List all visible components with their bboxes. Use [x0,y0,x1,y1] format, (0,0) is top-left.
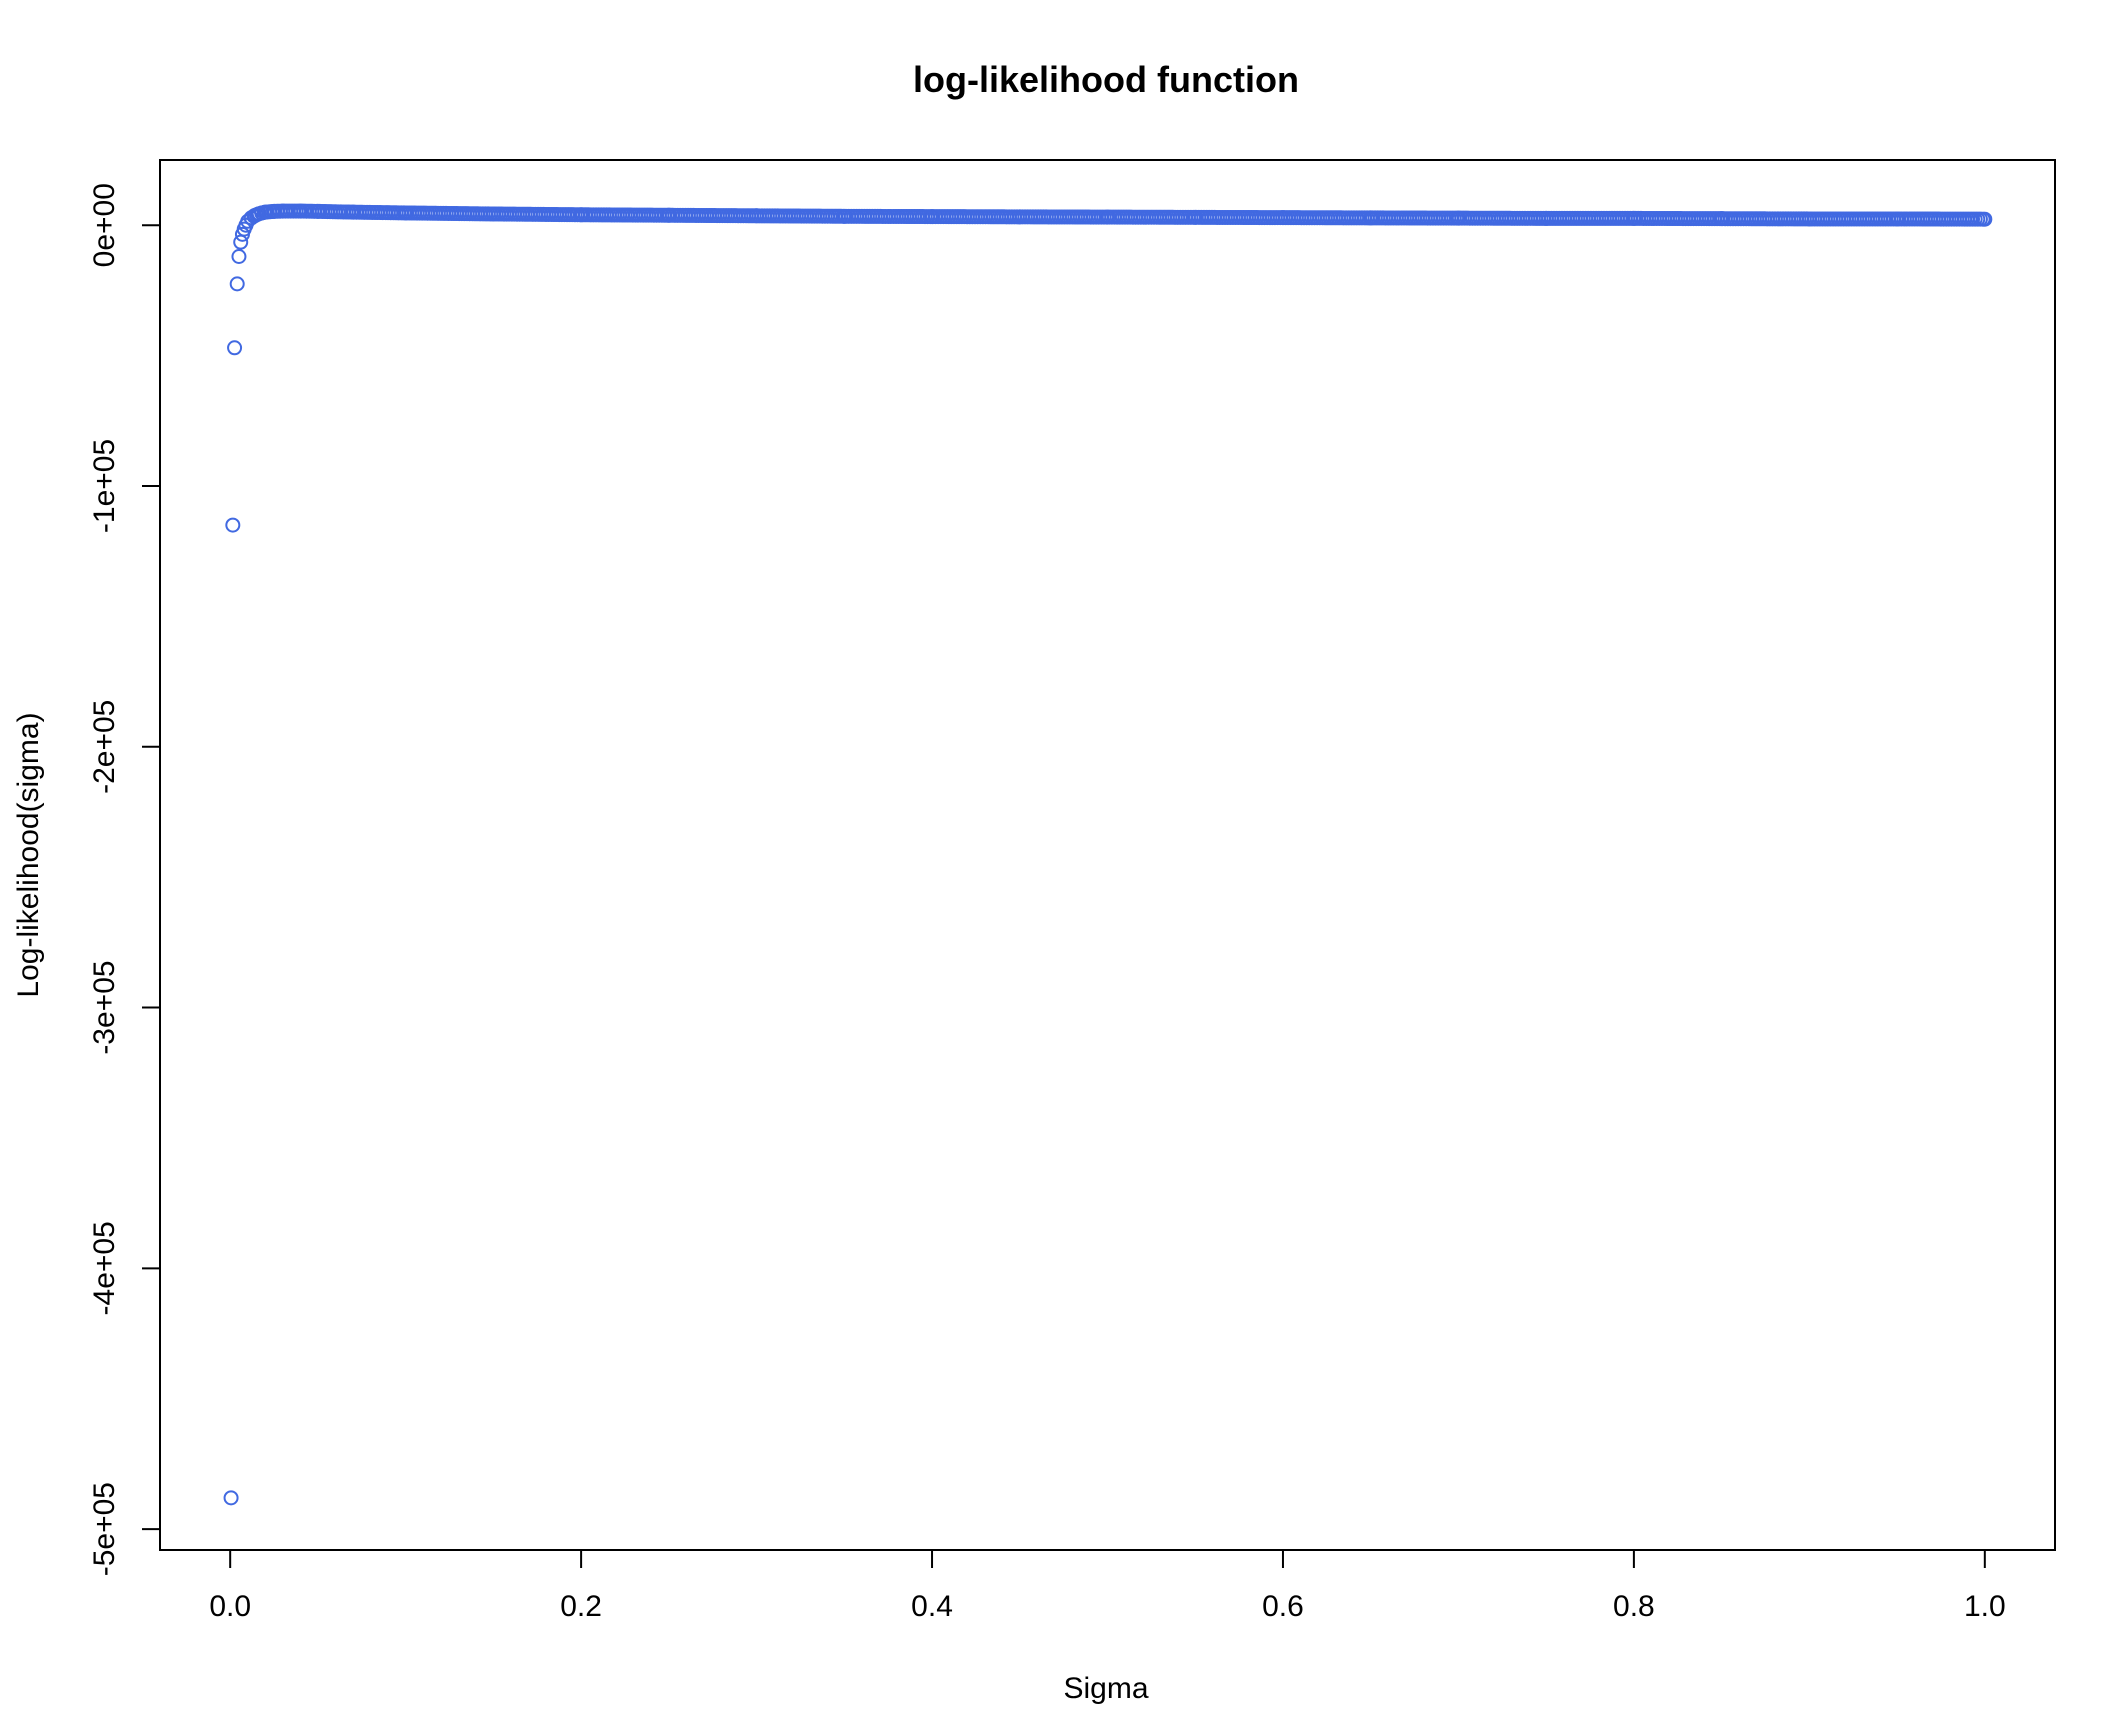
x-tick-label-1: 0.2 [560,1590,602,1623]
y-axis-label: Log-likelihood(sigma) [12,712,45,997]
y-tick-label-1: -1e+05 [88,439,121,533]
data-point-0-3 [229,276,245,292]
x-axis: 0.0 0.2 0.4 0.6 0.8 1.0 [209,1549,2006,1623]
x-tick-label-3: 0.6 [1262,1590,1304,1623]
data-points [223,203,1993,1506]
y-tick-label-0: 0e+00 [88,183,121,267]
x-axis-label: Sigma [1063,1672,1148,1705]
y-tick-label-2: -2e+05 [88,700,121,794]
x-tick-label-2: 0.4 [911,1590,953,1623]
y-tick-label-5: -5e+05 [88,1482,121,1576]
curve-point-0-658 [1975,211,1991,227]
data-point-0-4 [231,248,247,264]
data-point-0-0 [223,1490,239,1506]
data-point-0-1 [225,517,241,533]
chart-title: log-likelihood function [913,59,1299,100]
plot-frame [159,159,2056,1551]
x-tick-label-5: 1.0 [1964,1590,2006,1623]
x-tick-label-0: 0.0 [209,1590,251,1623]
x-tick-label-4: 0.8 [1613,1590,1655,1623]
y-tick-label-4: -4e+05 [88,1221,121,1315]
y-axis: 0e+00 -1e+05 -2e+05 -3e+05 -4e+05 -5e+05 [88,183,161,1576]
data-point-0-2 [227,340,243,356]
y-tick-label-3: -3e+05 [88,960,121,1054]
